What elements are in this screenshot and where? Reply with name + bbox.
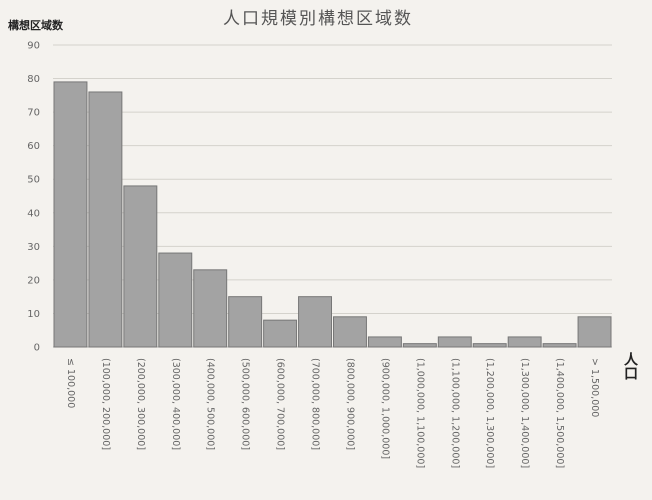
bar	[53, 81, 88, 348]
bar	[333, 316, 367, 348]
y-tick-label: 90	[27, 41, 40, 52]
x-tick-label: ≤ 100,000	[65, 358, 76, 408]
bar	[193, 269, 228, 348]
chart-title: 人口規模別構想区域数	[223, 9, 413, 29]
y-tick-label: 20	[27, 275, 40, 286]
x-tick-label: (1,100,000, 1,200,000]	[449, 358, 460, 468]
x-tick-label: (800,000, 900,000]	[344, 358, 355, 450]
y-tick-label: 50	[27, 175, 40, 186]
x-tick-label: (200,000, 300,000]	[135, 358, 146, 450]
bar	[298, 296, 332, 348]
bar	[158, 252, 193, 348]
bars	[53, 81, 612, 348]
bar	[123, 185, 158, 348]
bar	[472, 343, 507, 348]
bar	[367, 336, 402, 348]
x-tick-label: (400,000, 500,000]	[205, 358, 216, 450]
x-tick-label: (900,000, 1,000,000]	[379, 358, 390, 459]
bar	[228, 296, 263, 348]
y-tick-label: 30	[27, 242, 40, 253]
y-tick-label: 70	[27, 108, 40, 119]
x-tick-label: (300,000, 400,000]	[170, 358, 181, 450]
x-tick-label: (1,200,000, 1,300,000]	[484, 358, 495, 468]
y-tick-label: 0	[34, 343, 40, 354]
bar	[402, 343, 437, 348]
y-axis-ticks: 0 10 20 30 40 50 60 70 80 90	[27, 41, 40, 354]
x-axis-ticks: ≤ 100,000 (100,000, 200,000] (200,000, 300…	[65, 358, 600, 468]
x-tick-label: (1,400,000, 1,500,000]	[554, 358, 565, 468]
x-tick-label: (1,300,000, 1,400,000]	[519, 358, 530, 468]
bar	[263, 319, 298, 348]
bar	[542, 343, 577, 348]
x-axis-label: 人口	[622, 351, 638, 380]
x-tick-label: (1,000,000, 1,100,000]	[414, 358, 425, 468]
y-tick-label: 10	[27, 309, 40, 320]
bar	[437, 336, 472, 348]
x-tick-label: (100,000, 200,000]	[100, 358, 111, 450]
y-tick-label: 80	[27, 74, 40, 85]
x-tick-label: (600,000, 700,000]	[275, 358, 286, 450]
bar	[577, 316, 612, 348]
y-tick-label: 40	[27, 208, 40, 219]
bar	[88, 91, 123, 348]
y-tick-label: 60	[27, 141, 40, 152]
x-tick-label: > 1,500,000	[589, 358, 600, 417]
bar	[507, 336, 542, 348]
y-axis-label: 構想区域数	[8, 18, 64, 32]
x-tick-label: (500,000, 600,000]	[240, 358, 251, 450]
x-tick-label: (700,000, 800,000]	[310, 358, 321, 450]
